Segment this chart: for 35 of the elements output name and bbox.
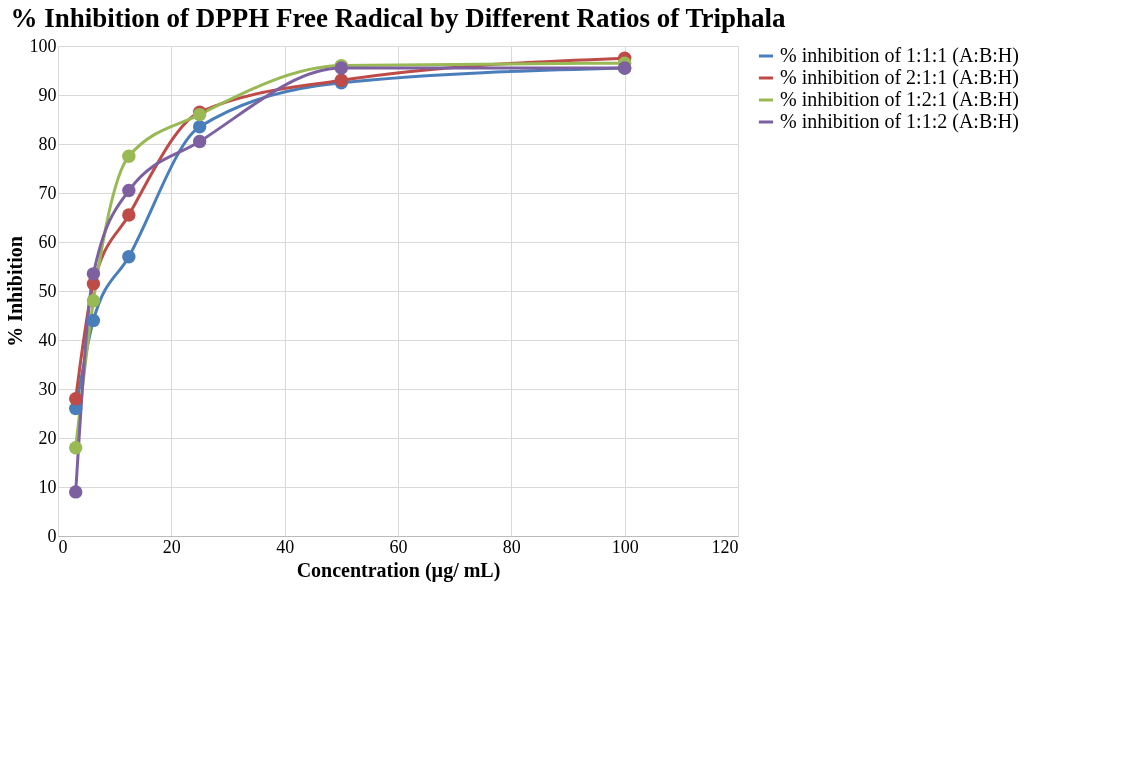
y-tick-label: 30 (38, 378, 57, 399)
point (86, 313, 101, 328)
x-tick-label: 100 (611, 536, 639, 557)
y-tick-label: 100 (29, 35, 57, 56)
point (122, 149, 136, 163)
point (69, 392, 83, 406)
x-axis-title: Concentration (µg/ mL) (296, 558, 501, 582)
point (192, 120, 207, 134)
y-tick-label: 40 (38, 329, 57, 350)
legend-label: % inhibition of 2:1:1 (A:B:H) (780, 66, 1019, 89)
x-tick-label: 40 (276, 536, 295, 557)
x-tick-label: 60 (389, 536, 408, 557)
y-tick-label: 60 (38, 231, 57, 252)
x-tick-label: 80 (502, 536, 521, 557)
point (86, 294, 101, 308)
y-tick-label: 10 (38, 476, 57, 497)
point (69, 485, 83, 499)
chart-title: % Inhibition of DPPH Free Radical by Different Ratios of Triphala (10, 3, 786, 33)
y-tick-label: 90 (38, 84, 57, 105)
legend-label: % inhibition of 1:1:1 (A:B:H) (780, 44, 1019, 67)
x-tick-label: 120 (711, 536, 739, 557)
legend-label: % inhibition of 1:1:2 (A:B:H) (780, 110, 1019, 133)
point (122, 183, 136, 198)
point (122, 250, 136, 264)
y-tick-label: 80 (38, 133, 57, 154)
y-tick-label: 50 (38, 280, 57, 301)
legend-label: % inhibition of 1:2:1 (A:B:H) (780, 88, 1019, 111)
point (122, 208, 136, 222)
y-tick-label: 70 (38, 182, 57, 203)
y-tick-label: 20 (38, 427, 57, 448)
point (86, 267, 101, 281)
point (192, 134, 207, 149)
point (69, 441, 83, 455)
x-tick-label: 20 (162, 536, 181, 557)
y-axis-title: % Inhibition (3, 236, 26, 347)
